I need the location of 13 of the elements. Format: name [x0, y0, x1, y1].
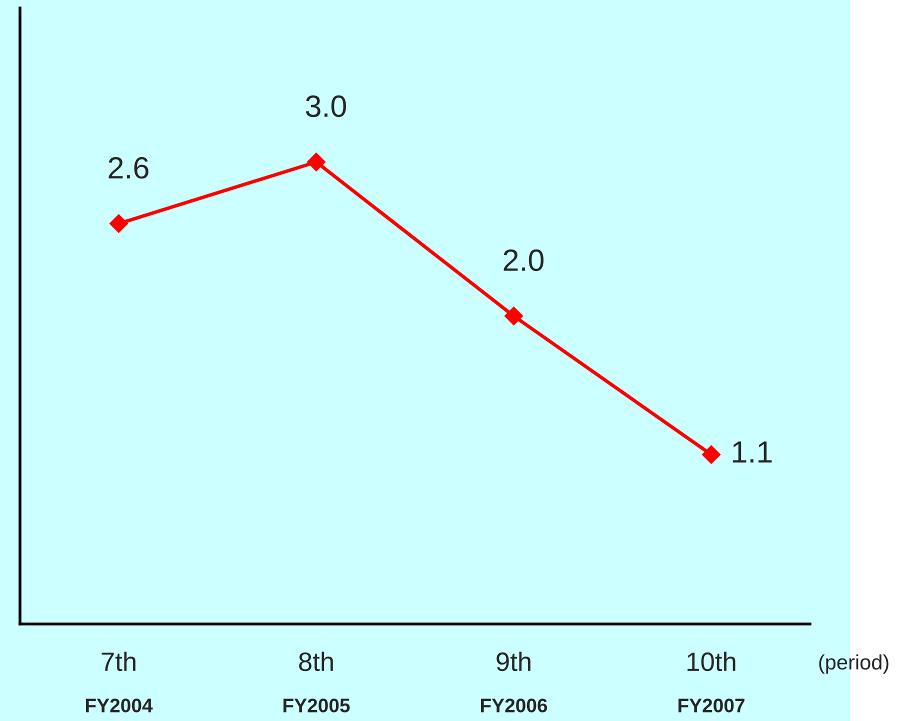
- point: [109, 214, 128, 233]
- x-tick-label: 10th FY2007: [678, 652, 744, 712]
- point: [504, 306, 524, 326]
- data-label: 2.6: [108, 157, 148, 179]
- x-tick-label: 8th FY2005: [284, 652, 350, 712]
- data-label: 1.1: [733, 441, 772, 462]
- point: [306, 152, 326, 172]
- x-tick-label: 7th FY2004: [86, 652, 153, 712]
- data-label: 3.0: [306, 95, 346, 118]
- x-axis-title: (period): [819, 654, 888, 674]
- point: [702, 445, 721, 464]
- data-label: 2.0: [504, 249, 544, 272]
- x-tick-label: 9th FY2006: [481, 652, 548, 712]
